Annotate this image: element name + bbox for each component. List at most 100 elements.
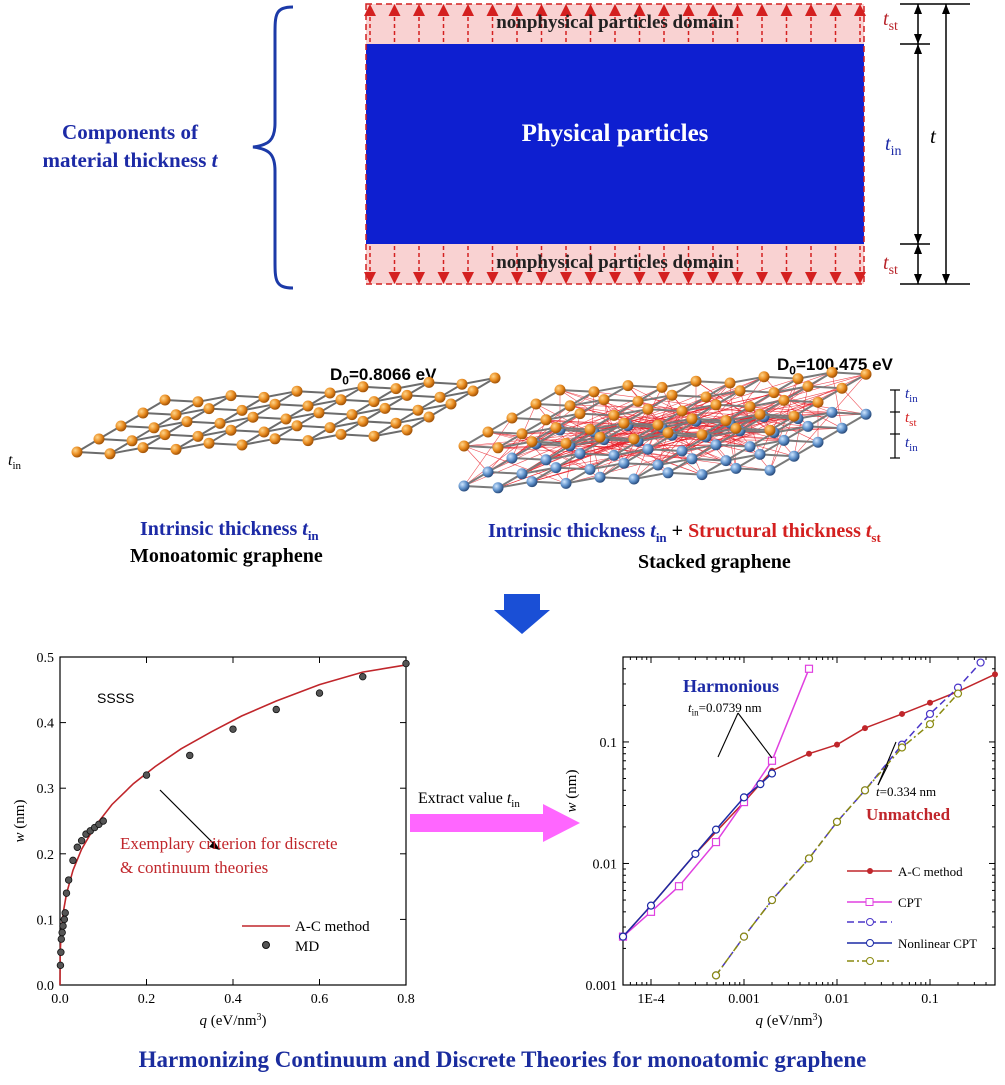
- bond: [461, 377, 496, 386]
- atom: [170, 409, 182, 421]
- interlayer-link: [463, 443, 567, 487]
- bond: [340, 433, 375, 438]
- bond: [175, 407, 210, 416]
- stack-t-in-bottom-var: t: [905, 435, 910, 451]
- stack-caption2: Stacked graphene: [638, 551, 791, 573]
- interlayer-link: [463, 417, 513, 487]
- md-point: [77, 836, 86, 845]
- atom: [379, 402, 391, 414]
- atom: [225, 424, 237, 436]
- atom: [526, 476, 538, 488]
- interlayer-link: [497, 438, 635, 489]
- stack-caption1-a-var: t: [650, 520, 656, 542]
- atom: [710, 399, 722, 411]
- md-point: [359, 672, 367, 681]
- atom: [324, 422, 336, 434]
- bond: [729, 375, 765, 384]
- md-point: [64, 876, 73, 884]
- legend-marker: [866, 957, 874, 965]
- atom: [269, 398, 281, 410]
- components-label: Components of material thickness t: [10, 118, 250, 174]
- bond: [725, 413, 761, 422]
- bond: [241, 437, 276, 446]
- bond: [633, 471, 669, 480]
- t-in-value-var: t: [688, 700, 692, 715]
- bond: [362, 420, 397, 425]
- md-point: [402, 659, 410, 668]
- atom: [720, 415, 732, 427]
- atom: [530, 398, 542, 410]
- monoatomic-graphene-lattice: [71, 372, 501, 460]
- atom: [434, 391, 446, 403]
- bond: [589, 462, 625, 471]
- bond: [131, 433, 166, 442]
- marker-square: [711, 837, 721, 847]
- down-arrow-icon: [494, 594, 550, 634]
- atom: [724, 377, 736, 389]
- atom: [324, 387, 336, 399]
- bond: [613, 408, 649, 417]
- chart-right: 1E-4 0.001 0.01 0.1 0.001 0.01 0.1 q (eV/nm3) w …: [564, 656, 998, 1030]
- bond: [142, 412, 177, 416]
- md-point: [57, 935, 65, 943]
- material-slab: [364, 3, 866, 285]
- atom: [628, 473, 640, 485]
- x-axis-label: q (eV/nm3): [199, 1012, 266, 1030]
- bond: [773, 385, 809, 394]
- x-tick-label: 0.01: [825, 992, 850, 1007]
- interlayer-link: [535, 403, 867, 415]
- bond: [691, 417, 727, 422]
- y-axis-label: w (nm): [564, 770, 580, 813]
- atom: [458, 480, 470, 492]
- criterion-line2: & continuum theories: [120, 858, 269, 877]
- atom: [744, 441, 756, 453]
- bond: [463, 445, 499, 449]
- components-var: t: [211, 148, 218, 172]
- bond: [559, 389, 595, 393]
- atom: [628, 433, 640, 445]
- atom: [574, 408, 586, 420]
- atom: [802, 420, 814, 432]
- atom: [458, 440, 470, 452]
- bond: [807, 425, 843, 430]
- unmatched-label: Unmatched: [866, 805, 951, 824]
- t-st-bottom: tst: [883, 252, 898, 279]
- md-point: [69, 856, 77, 865]
- domain-top-label: nonphysical particles domain: [496, 12, 734, 33]
- atom: [335, 394, 347, 406]
- atom: [506, 452, 518, 464]
- domain-bottom-label: nonphysical particles domain: [496, 252, 734, 273]
- legend-md-label: MD: [295, 939, 319, 955]
- x-axis-label: q (eV/nm3): [755, 1012, 822, 1030]
- atom: [335, 428, 347, 440]
- bond: [197, 429, 232, 438]
- bond: [569, 398, 605, 407]
- bond: [164, 433, 199, 438]
- mono-caption1-var: t: [302, 518, 308, 540]
- extract-label-var: t: [506, 790, 512, 807]
- bond: [749, 439, 785, 448]
- atom: [676, 445, 688, 457]
- mono-caption1-text: Intrinsic thickness: [140, 518, 303, 540]
- bond: [153, 420, 188, 429]
- atom: [550, 462, 562, 474]
- physical-domain: [366, 44, 864, 244]
- atom: [540, 414, 552, 426]
- legend-label: CPT: [898, 895, 922, 910]
- bond: [667, 471, 703, 476]
- y-tick-label: 0.4: [37, 717, 55, 732]
- bond: [633, 431, 669, 440]
- atom: [826, 366, 838, 378]
- bond: [531, 440, 567, 445]
- bond: [373, 394, 408, 403]
- bond: [637, 394, 673, 403]
- bond: [285, 411, 320, 420]
- d0-right-value: =100.475 eV: [795, 355, 893, 374]
- series-ac-method: [59, 664, 407, 986]
- x-tick-label: 0.8: [397, 992, 415, 1007]
- stack-caption1-b-sub: st: [871, 530, 881, 545]
- bond: [296, 390, 331, 394]
- bond: [739, 389, 775, 394]
- atom: [71, 446, 83, 458]
- bond: [274, 437, 309, 442]
